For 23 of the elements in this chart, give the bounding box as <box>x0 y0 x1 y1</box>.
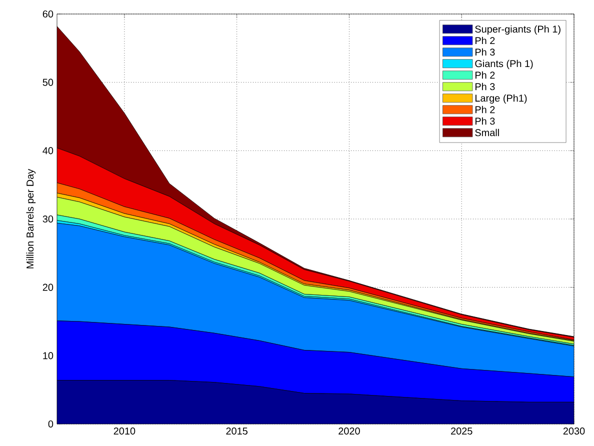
legend-label: Ph 2 <box>475 36 495 44</box>
x-tick-label: 2025 <box>451 428 472 435</box>
x-tick-label: 2020 <box>338 428 360 435</box>
legend-label: Ph 3 <box>475 117 495 125</box>
y-tick-label: 0 <box>48 420 54 428</box>
x-tick-label: 2010 <box>114 428 136 435</box>
legend-label: Ph 2 <box>475 106 495 114</box>
y-tick-label: 60 <box>42 10 54 18</box>
y-axis-title: Million Barrels per Day <box>26 168 36 268</box>
legend-label: Super-giants (Ph 1) <box>475 25 560 35</box>
x-tick-label: 2015 <box>226 428 248 435</box>
y-tick-label: 10 <box>43 352 54 360</box>
x-tick-label: 2030 <box>563 428 585 435</box>
y-tick-label: 20 <box>42 284 54 291</box>
y-tick-label: 30 <box>42 215 54 223</box>
legend-label: Ph 3 <box>475 48 495 56</box>
y-tick-label: 50 <box>42 78 54 86</box>
legend-label: Ph 2 <box>475 71 495 79</box>
legend-label: Small <box>475 128 499 136</box>
y-tick-label: 40 <box>42 147 54 154</box>
legend-label: Large (Ph1) <box>475 94 527 104</box>
legend-label: Ph 3 <box>475 82 495 90</box>
legend-label: Giants (Ph 1) <box>475 60 533 70</box>
